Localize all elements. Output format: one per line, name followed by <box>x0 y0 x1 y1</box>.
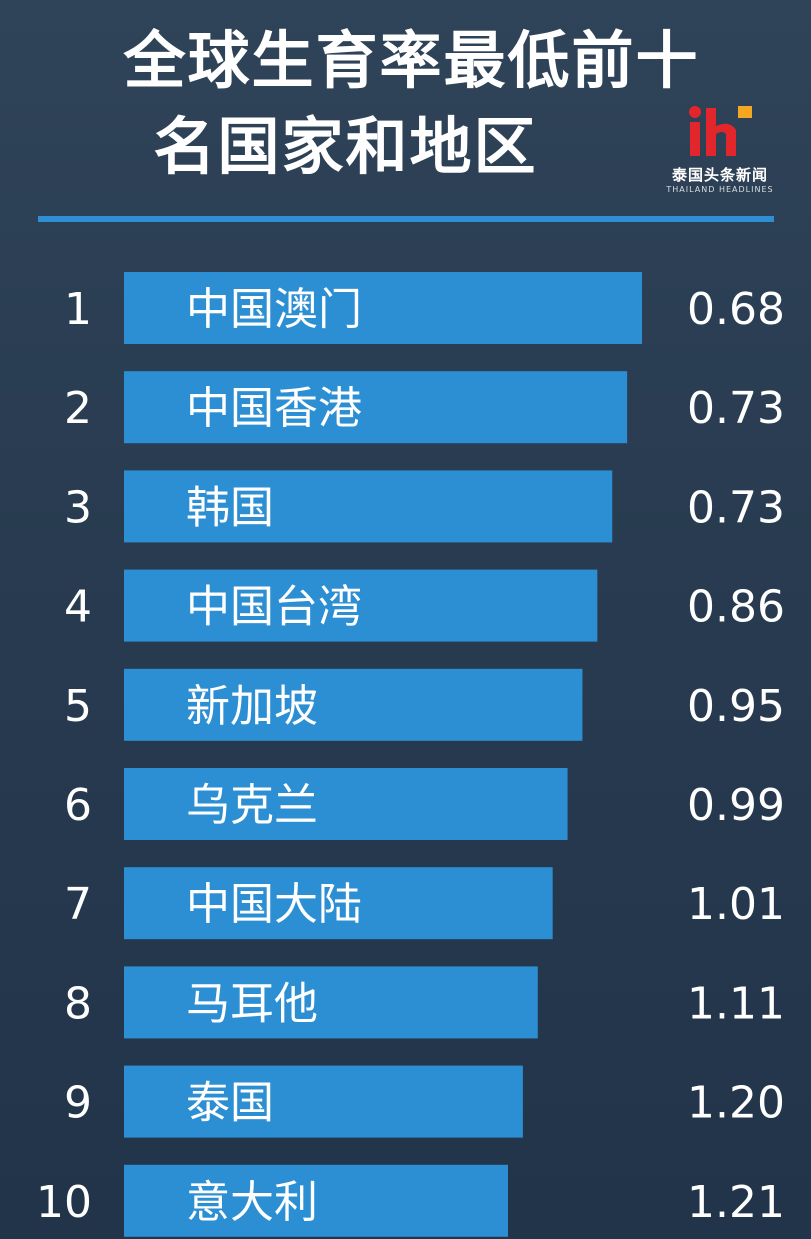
logo-brand-name: 泰国头条新闻 <box>671 166 768 184</box>
value-label-6: 0.99 <box>687 780 785 831</box>
value-label-9: 1.20 <box>687 1078 785 1129</box>
bar-6 <box>124 768 568 840</box>
value-label-7: 1.01 <box>687 879 785 930</box>
category-label-10: 意大利 <box>186 1177 318 1228</box>
value-label-1: 0.68 <box>687 284 785 335</box>
rank-label-9: 9 <box>64 1078 92 1129</box>
bar-5 <box>124 668 583 741</box>
category-label-8: 马耳他 <box>186 978 318 1029</box>
value-label-10: 1.21 <box>687 1177 785 1228</box>
chart-title-line-1: 全球生育率最低前十 <box>123 24 700 97</box>
rank-label-7: 7 <box>64 879 92 930</box>
rank-label-5: 5 <box>64 681 92 732</box>
category-label-1: 中国澳门 <box>186 284 362 335</box>
rank-label-2: 2 <box>64 383 92 434</box>
brand-logo: 泰国头条新闻 THAILAND HEADLINES <box>660 104 780 200</box>
category-label-3: 韩国 <box>186 482 274 533</box>
logo-brand-subtitle: THAILAND HEADLINES <box>666 185 774 194</box>
rank-label-3: 3 <box>64 482 92 533</box>
value-label-3: 0.73 <box>687 482 785 533</box>
category-label-6: 乌克兰 <box>186 780 318 831</box>
value-label-2: 0.73 <box>687 383 785 434</box>
title-divider <box>38 216 774 222</box>
category-label-5: 新加坡 <box>186 681 318 732</box>
bar-4 <box>124 569 598 642</box>
bar-3 <box>124 470 613 543</box>
category-label-9: 泰国 <box>186 1078 274 1129</box>
value-label-8: 1.11 <box>687 978 785 1029</box>
rank-label-4: 4 <box>64 582 92 633</box>
rank-label-10: 10 <box>36 1177 92 1228</box>
rank-label-1: 1 <box>64 284 92 335</box>
bar-10 <box>124 1164 508 1237</box>
chart-title-line-2: 名国家和地区 <box>153 110 538 183</box>
value-label-4: 0.86 <box>687 582 785 633</box>
bar-2 <box>124 371 628 444</box>
rank-label-6: 6 <box>64 780 92 831</box>
category-label-2: 中国香港 <box>186 383 362 434</box>
category-label-7: 中国大陆 <box>186 879 362 930</box>
bar-1 <box>124 272 642 344</box>
bar-8 <box>124 966 538 1039</box>
category-label-4: 中国台湾 <box>186 582 362 633</box>
rank-label-8: 8 <box>64 978 92 1029</box>
bar-7 <box>124 867 553 940</box>
ih-logo-icon <box>689 106 752 156</box>
bar-9 <box>124 1065 523 1138</box>
value-label-5: 0.95 <box>687 681 785 732</box>
